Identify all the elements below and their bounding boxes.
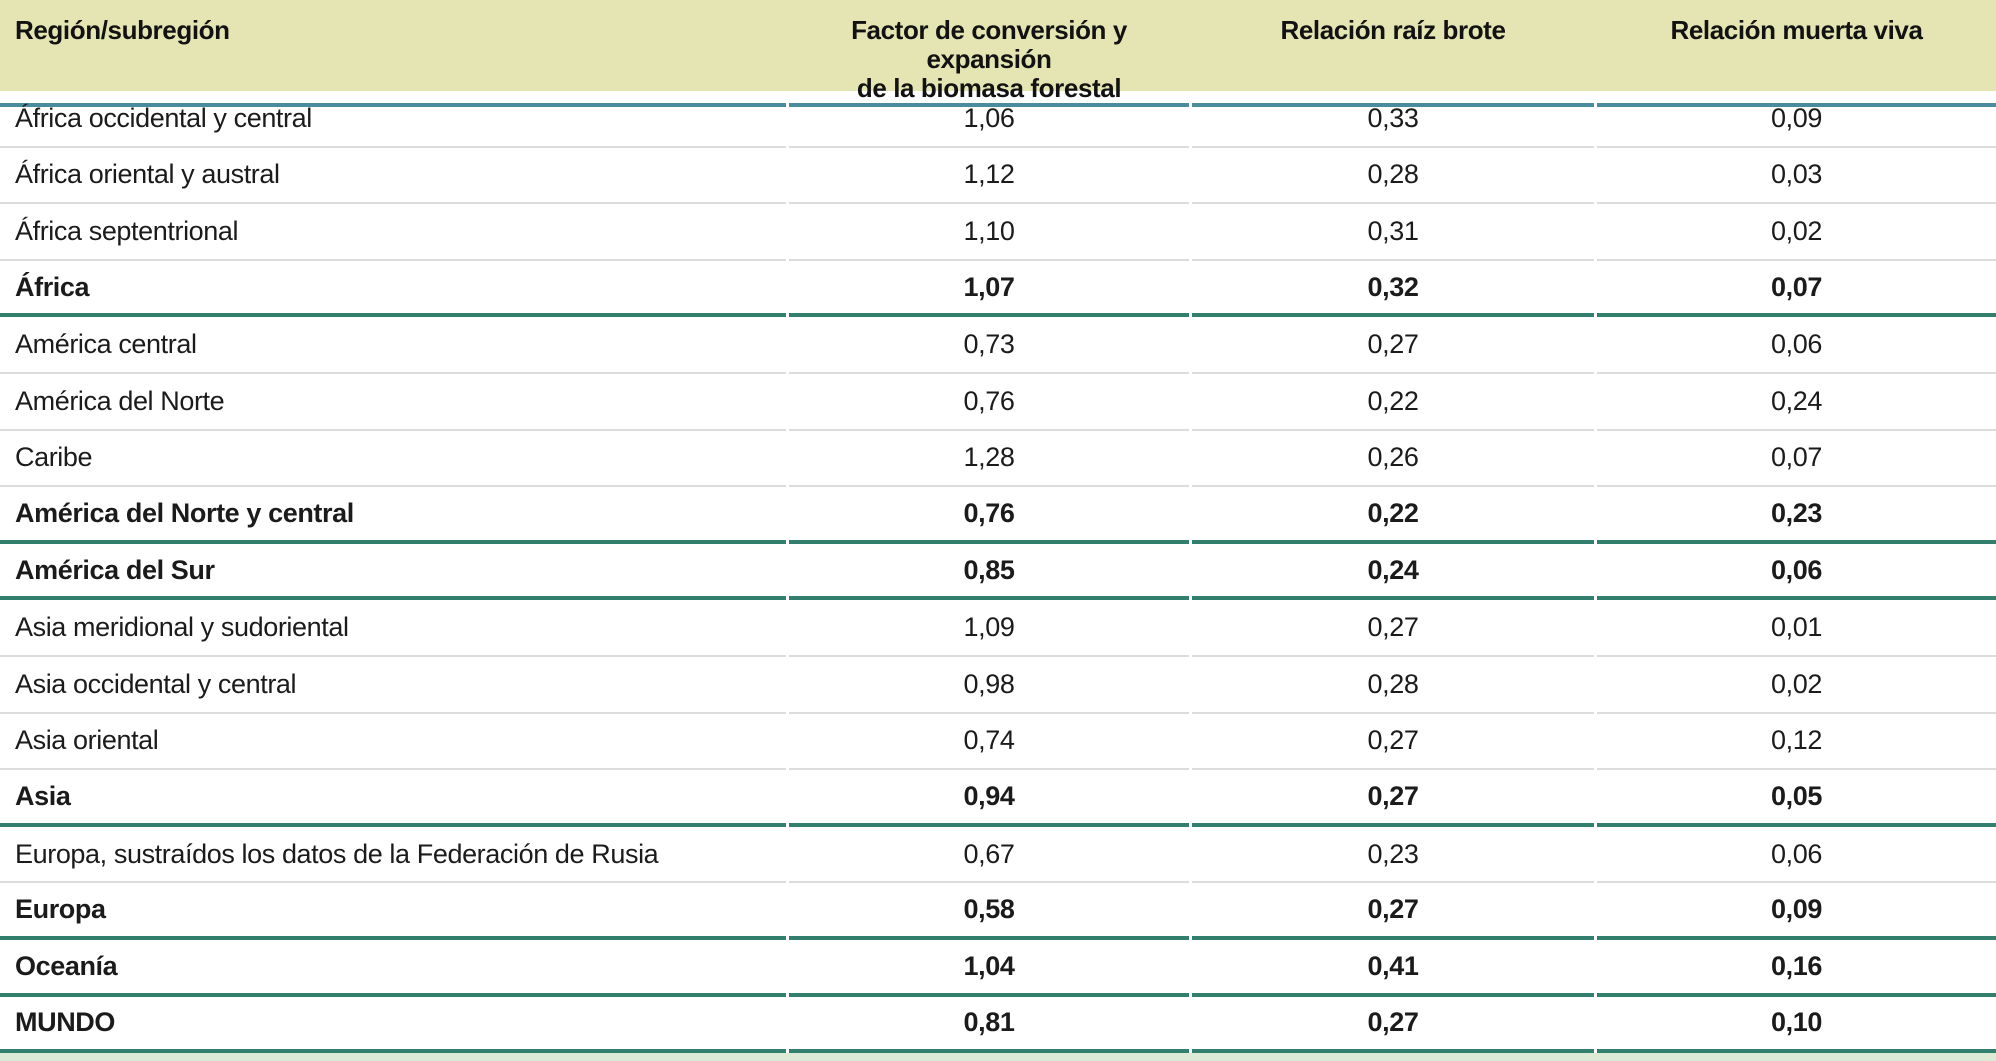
conversion-factor-cell: 1,07 xyxy=(789,261,1189,318)
column-header-conversion-factor-line1: Factor de conversión y expansión xyxy=(851,15,1127,75)
conversion-factor-cell: 0,81 xyxy=(789,997,1189,1054)
root-shoot-cell: 0,28 xyxy=(1192,657,1594,714)
conversion-factor-cell: 0,73 xyxy=(789,317,1189,374)
table-row-total: África 1,07 0,32 0,07 xyxy=(0,260,1996,318)
dead-live-cell: 0,01 xyxy=(1597,600,1996,657)
root-shoot-cell: 0,27 xyxy=(1192,883,1594,940)
table-row-total: MUNDO 0,81 0,27 0,10 xyxy=(0,996,1996,1054)
dead-live-cell: 0,09 xyxy=(1597,883,1996,940)
table-row-total: Asia 0,94 0,27 0,05 xyxy=(0,770,1996,827)
root-shoot-cell: 0,27 xyxy=(1192,317,1594,374)
table-row: América central 0,73 0,27 0,06 xyxy=(0,317,1996,374)
root-shoot-cell: 0,23 xyxy=(1192,827,1594,884)
table-row: Caribe 1,28 0,26 0,07 xyxy=(0,430,1996,488)
conversion-factor-cell: 0,58 xyxy=(789,883,1189,940)
conversion-factor-cell: 1,09 xyxy=(789,600,1189,657)
dead-live-cell: 0,23 xyxy=(1597,487,1996,544)
table-row: América del Norte 0,76 0,22 0,24 xyxy=(0,373,1996,431)
region-cell: Asia oriental xyxy=(0,714,786,771)
dead-live-cell: 0,06 xyxy=(1597,317,1996,374)
root-shoot-cell: 0,27 xyxy=(1192,770,1594,827)
dead-live-cell: 0,06 xyxy=(1597,544,1996,601)
root-shoot-cell: 0,28 xyxy=(1192,148,1594,205)
region-cell: África oriental y austral xyxy=(0,148,786,205)
region-cell: Asia occidental y central xyxy=(0,657,786,714)
column-header-conversion-factor-line2: de la biomasa forestal xyxy=(856,73,1122,104)
column-header-root-shoot-ratio: Relación raíz brote xyxy=(1192,0,1594,108)
dead-live-cell: 0,10 xyxy=(1597,997,1996,1054)
conversion-factor-cell: 0,67 xyxy=(789,827,1189,884)
region-cell: América central xyxy=(0,317,786,374)
table-row-total: América del Sur 0,85 0,24 0,06 xyxy=(0,543,1996,601)
table-row: Asia occidental y central 0,98 0,28 0,02 xyxy=(0,656,1996,714)
conversion-factor-cell: 1,10 xyxy=(789,204,1189,261)
region-cell: África septentrional xyxy=(0,204,786,261)
root-shoot-cell: 0,27 xyxy=(1192,714,1594,771)
conversion-factor-cell: 1,12 xyxy=(789,148,1189,205)
root-shoot-cell: 0,22 xyxy=(1192,374,1594,431)
conversion-factor-cell: 0,94 xyxy=(789,770,1189,827)
conversion-factor-cell: 0,76 xyxy=(789,374,1189,431)
conversion-factor-cell: 0,74 xyxy=(789,714,1189,771)
conversion-factor-cell: 0,76 xyxy=(789,487,1189,544)
region-cell: América del Norte y central xyxy=(0,487,786,544)
root-shoot-cell: 0,33 xyxy=(1192,91,1594,148)
table-row: Asia oriental 0,74 0,27 0,12 xyxy=(0,713,1996,771)
table-row: África septentrional 1,10 0,31 0,02 xyxy=(0,204,1996,261)
table-row: Europa, sustraídos los datos de la Feder… xyxy=(0,826,1996,884)
table-row-total: América del Norte y central 0,76 0,22 0,… xyxy=(0,487,1996,544)
dead-live-cell: 0,07 xyxy=(1597,261,1996,318)
bottom-strip xyxy=(0,1053,1996,1061)
table-row: Asia meridional y sudoriental 1,09 0,27 … xyxy=(0,600,1996,657)
region-cell: Asia meridional y sudoriental xyxy=(0,600,786,657)
column-header-dead-live-ratio: Relación muerta viva xyxy=(1597,0,1996,108)
dead-live-cell: 0,06 xyxy=(1597,827,1996,884)
region-cell: América del Norte xyxy=(0,374,786,431)
table-row-total: Oceanía 1,04 0,41 0,16 xyxy=(0,939,1996,997)
root-shoot-cell: 0,32 xyxy=(1192,261,1594,318)
region-cell: Europa xyxy=(0,883,786,940)
dead-live-cell: 0,09 xyxy=(1597,91,1996,148)
table-header-row: Región/subregión Factor de conversión y … xyxy=(0,0,1996,108)
region-cell: Europa, sustraídos los datos de la Feder… xyxy=(0,827,786,884)
table-row: África oriental y austral 1,12 0,28 0,03 xyxy=(0,147,1996,205)
dead-live-cell: 0,03 xyxy=(1597,148,1996,205)
root-shoot-cell: 0,26 xyxy=(1192,431,1594,488)
dead-live-cell: 0,05 xyxy=(1597,770,1996,827)
conversion-factor-cell: 0,85 xyxy=(789,544,1189,601)
root-shoot-cell: 0,31 xyxy=(1192,204,1594,261)
conversion-factor-cell: 1,04 xyxy=(789,940,1189,997)
root-shoot-cell: 0,41 xyxy=(1192,940,1594,997)
table-row: África occidental y central 1,06 0,33 0,… xyxy=(0,91,1996,148)
root-shoot-cell: 0,27 xyxy=(1192,600,1594,657)
region-cell: África xyxy=(0,261,786,318)
dead-live-cell: 0,12 xyxy=(1597,714,1996,771)
region-cell: Asia xyxy=(0,770,786,827)
table-row-total: Europa 0,58 0,27 0,09 xyxy=(0,883,1996,940)
region-cell: América del Sur xyxy=(0,544,786,601)
dead-live-cell: 0,02 xyxy=(1597,204,1996,261)
root-shoot-cell: 0,22 xyxy=(1192,487,1594,544)
dead-live-cell: 0,07 xyxy=(1597,431,1996,488)
conversion-factor-cell: 0,98 xyxy=(789,657,1189,714)
root-shoot-cell: 0,24 xyxy=(1192,544,1594,601)
root-shoot-cell: 0,27 xyxy=(1192,997,1594,1054)
column-header-region: Región/subregión xyxy=(0,0,786,108)
column-header-conversion-factor: Factor de conversión y expansión de la b… xyxy=(789,0,1189,108)
region-cell: MUNDO xyxy=(0,997,786,1054)
conversion-factor-cell: 1,06 xyxy=(789,91,1189,148)
dead-live-cell: 0,02 xyxy=(1597,657,1996,714)
region-cell: Oceanía xyxy=(0,940,786,997)
dead-live-cell: 0,24 xyxy=(1597,374,1996,431)
region-cell: África occidental y central xyxy=(0,91,786,148)
region-cell: Caribe xyxy=(0,431,786,488)
dead-live-cell: 0,16 xyxy=(1597,940,1996,997)
conversion-factor-cell: 1,28 xyxy=(789,431,1189,488)
